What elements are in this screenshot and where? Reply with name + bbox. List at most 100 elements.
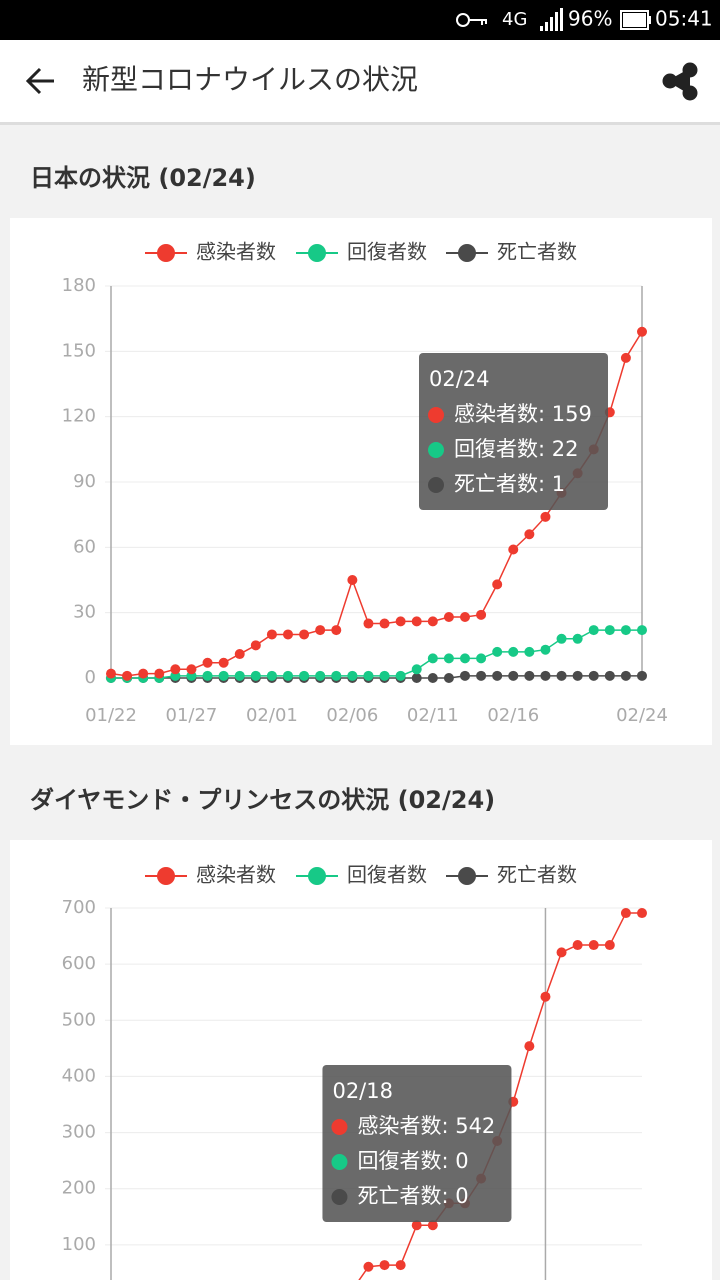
data-point (411, 673, 422, 683)
y-tick-label: 30 (73, 602, 96, 623)
data-point (572, 670, 583, 681)
data-point (508, 544, 519, 555)
data-point (411, 664, 422, 675)
chart: 感染者数 回復者数 死亡者数 100 200 300 400 500 600 700 02/18 感染… (62, 863, 647, 1280)
y-tick-label: 400 (62, 1065, 96, 1086)
data-point (395, 1260, 406, 1271)
data-point (588, 940, 599, 951)
data-point (331, 625, 342, 636)
network: 4G (502, 9, 527, 30)
legend-label: 回復者数 (347, 240, 427, 264)
y-tick-label: 60 (73, 536, 96, 557)
clock: 05:41 (655, 7, 713, 31)
y-tick-label: 600 (62, 953, 96, 974)
y-tick-label: 0 (85, 667, 96, 688)
data-point (540, 670, 551, 681)
data-point (363, 618, 374, 629)
data-point (427, 616, 438, 627)
data-point (443, 612, 454, 623)
data-point (395, 670, 406, 681)
battery-level: 96% (568, 7, 612, 31)
y-tick-label: 100 (62, 1234, 96, 1255)
data-point (556, 670, 567, 681)
data-point (427, 673, 438, 683)
tooltip-dot (428, 407, 444, 423)
data-point (540, 511, 551, 522)
data-point (620, 625, 631, 636)
data-point (218, 670, 229, 681)
data-point (460, 612, 470, 623)
data-point (283, 670, 293, 681)
y-tick-label: 200 (62, 1178, 96, 1199)
app-bar (0, 40, 720, 122)
data-point (218, 657, 229, 668)
data-point (363, 1261, 374, 1272)
tooltip-title: 02/18 (332, 1079, 393, 1103)
data-point (604, 625, 615, 636)
data-point (106, 668, 116, 679)
data-point (443, 673, 454, 683)
legend-label: 回復者数 (347, 863, 427, 887)
data-point (588, 625, 599, 636)
data-point (476, 670, 487, 681)
data-point (138, 668, 149, 679)
data-point (588, 670, 599, 681)
data-point (556, 633, 567, 644)
share-button[interactable] (662, 62, 698, 101)
data-point (411, 616, 422, 627)
data-point (604, 670, 615, 681)
app-bar-shadow (0, 122, 720, 125)
data-point (395, 616, 406, 627)
data-point (379, 618, 390, 629)
tooltip-line: 回復者数: 0 (357, 1149, 468, 1173)
chart: 感染者数 回復者数 死亡者数 0 30 60 90 120 150 180 01/22 01/27 02… (62, 240, 668, 727)
y-tick-label: 150 (62, 340, 96, 361)
series-line (111, 629, 642, 679)
legend-dot (458, 867, 476, 885)
data-point (637, 625, 647, 636)
tooltip (419, 353, 608, 510)
data-point (540, 644, 551, 655)
data-point (170, 664, 181, 675)
legend-dot (308, 867, 326, 885)
legend-dot (157, 867, 175, 885)
data-point (572, 633, 583, 644)
back-button[interactable] (25, 67, 54, 95)
data-point (379, 670, 390, 681)
legend-dot (458, 244, 476, 262)
data-point (427, 653, 438, 664)
data-point (234, 670, 245, 681)
data-point (508, 646, 519, 657)
tooltip-dot (331, 1154, 348, 1170)
tooltip-line: 感染者数: 159 (454, 402, 592, 426)
data-point (154, 668, 165, 679)
data-point (637, 908, 647, 919)
data-point (347, 575, 358, 585)
data-point (379, 1260, 390, 1271)
data-point (524, 646, 535, 657)
tooltip-line: 死亡者数: 1 (454, 472, 565, 496)
data-point (202, 657, 213, 668)
data-point (476, 609, 487, 620)
x-tick-label: 02/01 (246, 705, 298, 726)
data-point (299, 629, 310, 640)
x-tick-label: 01/22 (85, 705, 137, 726)
data-point (122, 670, 133, 681)
key-icon (456, 13, 487, 27)
legend-label: 死亡者数 (497, 240, 577, 264)
data-point (524, 670, 535, 681)
data-point (620, 908, 631, 919)
legend-dot (308, 244, 326, 262)
tooltip-dot (428, 477, 444, 493)
data-point (460, 653, 470, 664)
data-point (266, 670, 277, 681)
data-point (492, 579, 503, 590)
tooltip-dot (331, 1119, 348, 1135)
data-point (540, 991, 551, 1002)
status-bar (0, 0, 720, 40)
battery-icon (620, 10, 651, 30)
legend-label: 感染者数 (196, 863, 276, 887)
y-tick-label: 90 (73, 471, 96, 492)
